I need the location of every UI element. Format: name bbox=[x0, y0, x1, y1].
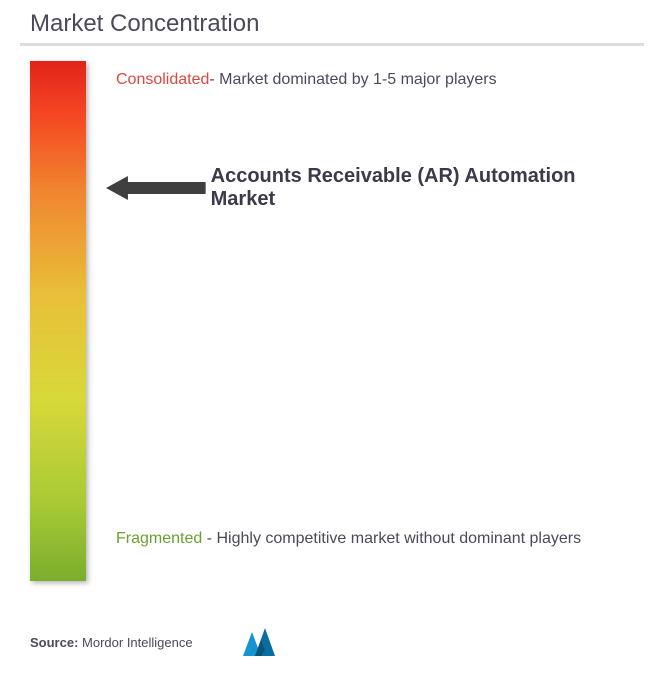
fragmented-text: - Highly competitive market without domi… bbox=[202, 530, 581, 547]
labels-area: Consolidated- Market dominated by 1-5 ma… bbox=[86, 61, 644, 581]
concentration-gradient-bar bbox=[30, 61, 86, 581]
source-attribution: Source: Mordor Intelligence bbox=[30, 635, 193, 650]
content-area: Consolidated- Market dominated by 1-5 ma… bbox=[20, 61, 644, 581]
page-title: Market Concentration bbox=[20, 10, 644, 38]
fragmented-label: Fragmented - Highly competitive market w… bbox=[116, 526, 634, 552]
market-name-text: Accounts Receivable (AR) Automation Mark… bbox=[211, 165, 644, 211]
consolidated-highlight: Consolidated bbox=[116, 71, 209, 88]
source-label: Source: bbox=[30, 635, 78, 650]
fragmented-highlight: Fragmented bbox=[116, 530, 202, 547]
market-pointer: Accounts Receivable (AR) Automation Mark… bbox=[106, 165, 644, 211]
consolidated-label: Consolidated- Market dominated by 1-5 ma… bbox=[116, 71, 497, 89]
arrow-left-icon bbox=[106, 176, 206, 200]
footer: Source: Mordor Intelligence bbox=[30, 628, 279, 656]
consolidated-text: - Market dominated by 1-5 major players bbox=[209, 71, 496, 88]
source-value: Mordor Intelligence bbox=[82, 635, 193, 650]
title-divider bbox=[20, 43, 644, 46]
mordor-logo-icon bbox=[243, 628, 279, 656]
